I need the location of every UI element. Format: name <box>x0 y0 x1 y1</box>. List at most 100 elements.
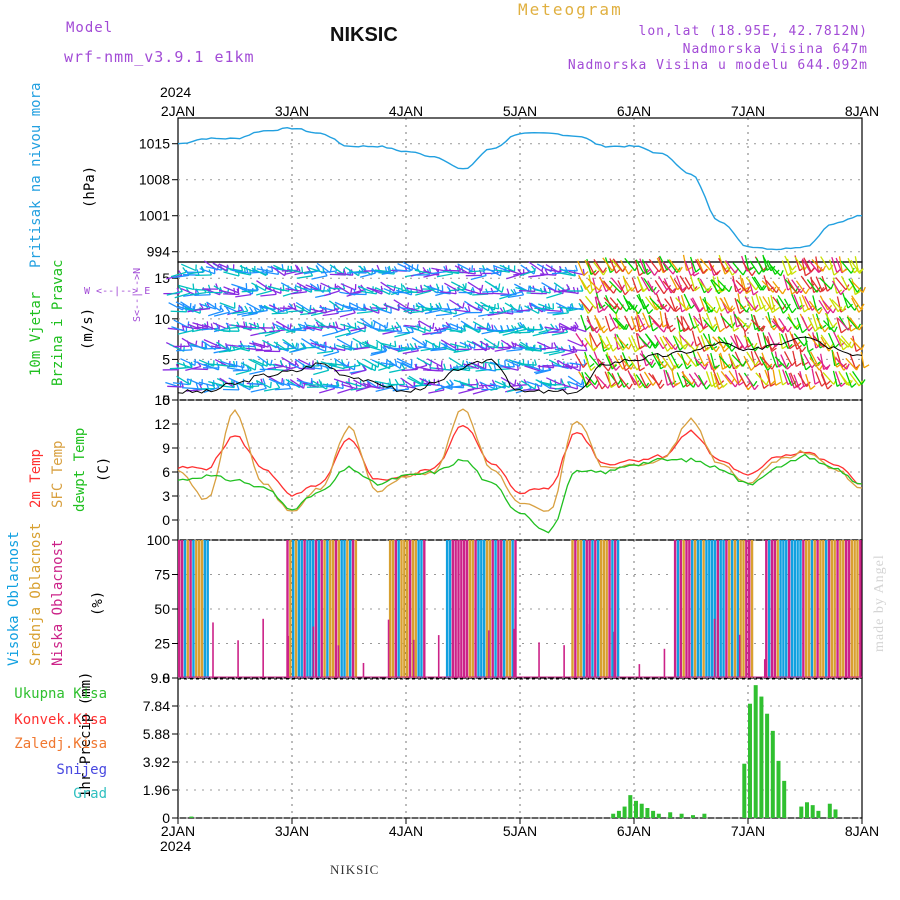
wind-barb <box>562 289 579 295</box>
wind-barb <box>396 360 412 369</box>
precip-bar <box>634 800 638 818</box>
wind-barb <box>663 369 669 386</box>
wind-barb <box>520 363 537 366</box>
wind-barb <box>176 375 191 386</box>
wind-barb <box>697 336 705 352</box>
wind-barb <box>679 275 690 290</box>
wind-barb-flag <box>806 323 812 329</box>
wind-barb <box>493 269 510 273</box>
wind-barb-flag <box>490 287 494 294</box>
wind-barb <box>608 313 618 329</box>
wind-barb <box>219 377 234 388</box>
wind-barb <box>756 332 763 349</box>
cloud-bar <box>594 540 597 678</box>
y-tick-label: 3 <box>162 488 170 504</box>
wind-barb <box>565 363 581 372</box>
wind-barb-flag <box>714 364 721 370</box>
cloud-bar-low <box>638 664 641 678</box>
wind-barb <box>359 272 376 278</box>
wind-barb <box>507 294 524 299</box>
cloud-bar <box>408 540 412 678</box>
wind-rose-icon: S<--|-->N W <--|--> E <box>84 262 154 322</box>
wind-barb-flag <box>625 323 630 330</box>
wind-barb <box>697 278 709 292</box>
wind-barb-flag <box>590 365 596 372</box>
wind-barb <box>762 332 768 349</box>
wind-barb <box>510 384 527 387</box>
cloud-bar <box>189 540 192 678</box>
cloud-bar-low <box>488 630 490 678</box>
wind-barb <box>772 280 784 295</box>
cloud-bar <box>596 540 600 678</box>
wind-barb <box>204 347 221 350</box>
wind-barb-flag <box>705 346 712 351</box>
wind-barb-flag <box>667 324 674 329</box>
wind-barb <box>795 280 807 295</box>
wind-barb-flag <box>550 323 555 330</box>
wind-barb-flag <box>294 361 300 367</box>
wind-barb <box>778 369 784 386</box>
wind-barb-flag <box>607 344 613 351</box>
wind-barb-flag <box>711 323 718 329</box>
wind-barb <box>239 325 256 329</box>
wind-barb-flag <box>596 341 602 348</box>
wind-barb-flag <box>742 287 749 292</box>
wind-barb <box>604 301 617 315</box>
wind-barb <box>551 331 568 336</box>
wind-barb <box>271 266 286 277</box>
wind-barb <box>436 273 453 278</box>
wind-barb-flag <box>333 326 339 333</box>
wind-barb <box>415 290 431 296</box>
wind-barb <box>328 364 345 370</box>
wind-barb <box>792 350 797 367</box>
wind-barb-flag <box>654 289 660 296</box>
wind-barb <box>669 275 679 291</box>
cloud-bar <box>500 540 503 678</box>
wind-barb <box>386 359 401 369</box>
wind-barb <box>718 257 728 273</box>
wind-barb <box>360 318 374 329</box>
wind-barb <box>494 368 511 371</box>
wind-barb-flag <box>603 328 609 334</box>
wind-barb <box>407 377 423 386</box>
wind-barb <box>587 278 600 291</box>
wind-barb <box>662 357 673 372</box>
rose-w: W <box>84 286 91 297</box>
wind-barb <box>341 383 357 390</box>
wind-barb <box>758 372 765 389</box>
wind-barb <box>681 371 693 385</box>
wind-barb <box>221 360 237 368</box>
y-tick-label: 7.84 <box>143 698 170 714</box>
cloud-bar <box>796 540 799 678</box>
wind-barb <box>656 299 669 313</box>
wind-barb-flag <box>594 270 600 276</box>
cloud-bar <box>420 540 423 678</box>
wind-barb <box>642 312 650 328</box>
wind-barb <box>424 309 441 315</box>
wind-barb <box>831 349 836 366</box>
wind-barb <box>569 362 586 366</box>
wind-barb <box>729 315 735 332</box>
wind-barb <box>643 278 654 293</box>
wind-barb-flag <box>487 304 491 312</box>
wind-barb <box>728 370 739 385</box>
wind-barb-flag <box>766 344 773 349</box>
wind-barb <box>327 362 344 366</box>
wind-barb <box>783 351 793 366</box>
wind-barb <box>745 276 757 291</box>
wind-barb <box>545 268 562 273</box>
wind-barb-flag <box>847 303 853 309</box>
wind-barb <box>712 369 720 386</box>
wind-barb <box>375 307 392 314</box>
wind-barb-flag <box>572 346 578 352</box>
wind-barb <box>737 316 750 329</box>
wind-barb-flag <box>582 268 585 275</box>
wind-barb <box>794 256 805 271</box>
wind-barb-flag <box>652 326 659 332</box>
precip-bar <box>776 760 781 818</box>
y-tick-label: 3.92 <box>143 754 170 770</box>
wind-barb-flag <box>506 288 510 295</box>
wind-barb <box>246 347 263 351</box>
wind-barb <box>334 369 351 372</box>
wind-barb-flag <box>462 325 467 332</box>
